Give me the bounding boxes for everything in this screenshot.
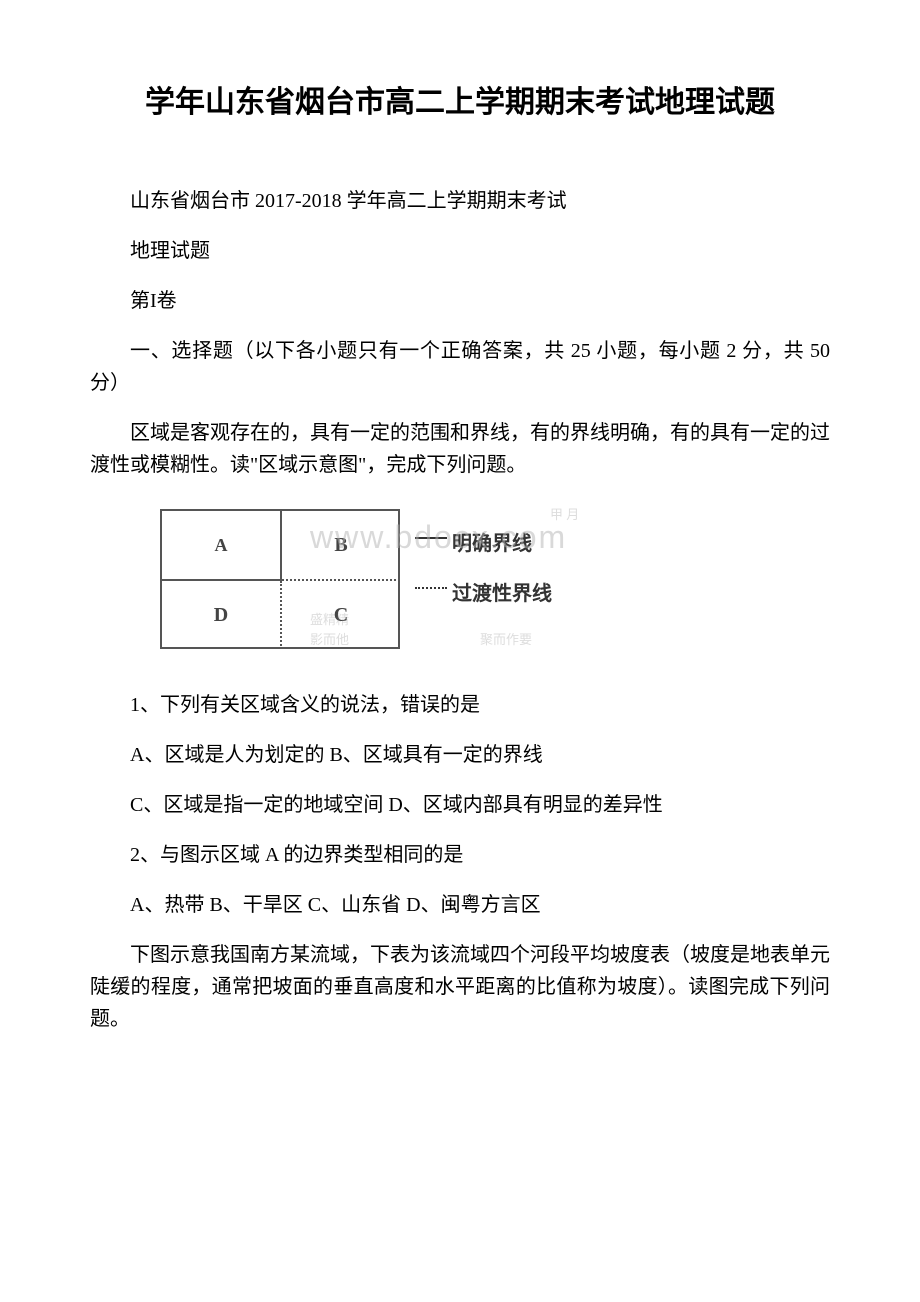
q2-options: A、热带 B、干旱区 C、山东省 D、闽粤方言区 bbox=[90, 889, 830, 921]
diagram-h-dotted bbox=[282, 579, 400, 581]
q1-options-row2: C、区域是指一定的地域空间 D、区域内部具有明显的差异性 bbox=[90, 789, 830, 821]
diagram-cell-d: D bbox=[162, 581, 280, 649]
diagram-v-dotted bbox=[280, 581, 282, 649]
legend-solid-label: 明确界线 bbox=[452, 527, 532, 556]
diagram-h-solid bbox=[162, 579, 282, 581]
legend-solid-line-icon bbox=[415, 537, 447, 539]
scan-artifact: 甲 月 bbox=[550, 504, 579, 523]
diagram-outer-box: A B D C bbox=[160, 509, 400, 649]
document-title: 学年山东省烟台市高二上学期期末考试地理试题 bbox=[90, 80, 830, 125]
q1-stem: 1、下列有关区域含义的说法，错误的是 bbox=[90, 689, 830, 721]
passage-1: 区域是客观存在的，具有一定的范围和界线，有的界线明确，有的具有一定的过渡性或模糊… bbox=[90, 417, 830, 481]
q1-options-row1: A、区域是人为划定的 B、区域具有一定的界线 bbox=[90, 739, 830, 771]
subtitle-2: 地理试题 bbox=[90, 235, 830, 267]
diagram-cell-a: A bbox=[162, 511, 280, 579]
scan-artifact: 影而他 bbox=[310, 629, 349, 648]
region-diagram: A B D C 明确界线 过渡性界线 www.bdocx.com 盛精精 影而他… bbox=[160, 499, 680, 669]
subtitle-1: 山东省烟台市 2017-2018 学年高二上学期期末考试 bbox=[90, 185, 830, 217]
scan-artifact: 聚而作要 bbox=[480, 629, 532, 648]
legend-dotted-label: 过渡性界线 bbox=[452, 577, 552, 606]
section-header: 一、选择题（以下各小题只有一个正确答案，共 25 小题，每小题 2 分，共 50… bbox=[90, 335, 830, 399]
diagram-v-solid bbox=[280, 511, 282, 581]
legend-dotted-line-icon bbox=[415, 587, 447, 589]
scan-artifact: 盛精精 bbox=[310, 609, 349, 628]
subtitle-3: 第I卷 bbox=[90, 285, 830, 317]
diagram-cell-b: B bbox=[282, 511, 400, 579]
passage-2: 下图示意我国南方某流域，下表为该流域四个河段平均坡度表（坡度是地表单元陡缓的程度… bbox=[90, 939, 830, 1035]
q2-stem: 2、与图示区域 A 的边界类型相同的是 bbox=[90, 839, 830, 871]
